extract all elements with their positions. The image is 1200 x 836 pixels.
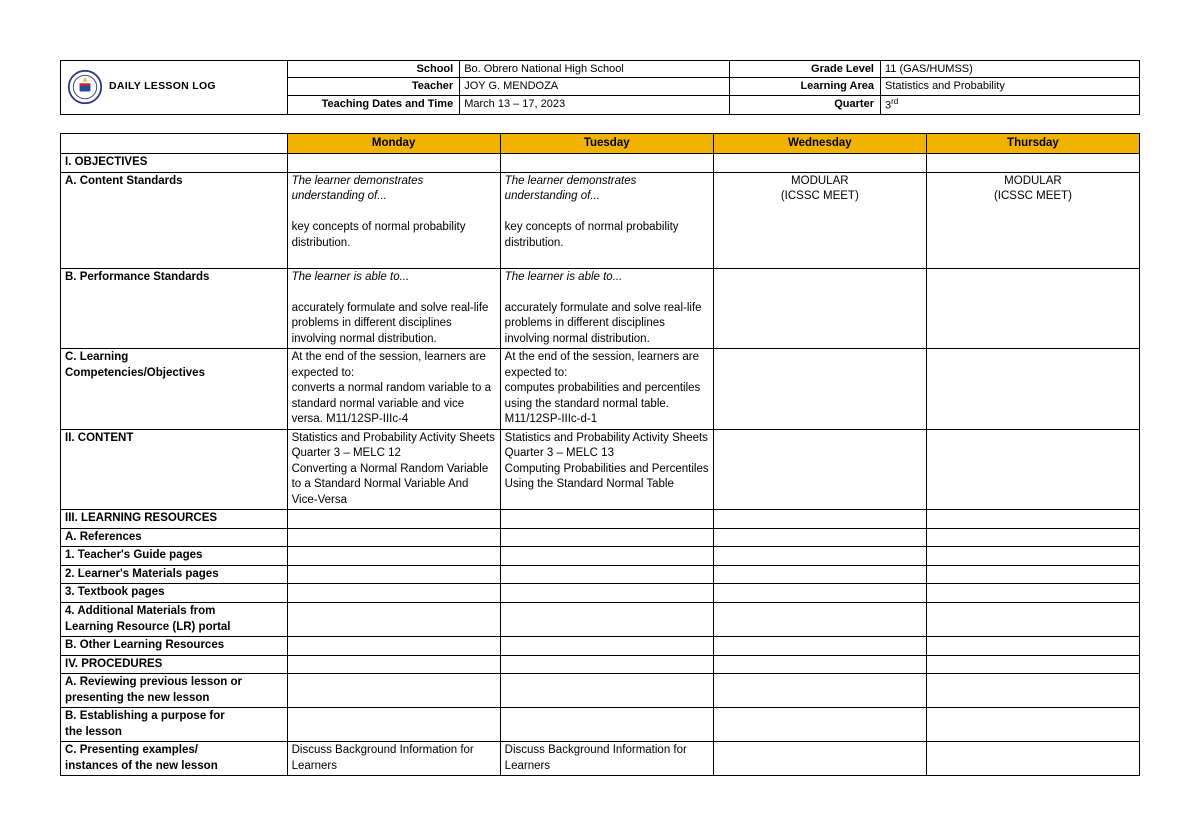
cell-learncomp-mon: At the end of the session, learners are …: [287, 349, 500, 430]
label-textbook: 3. Textbook pages: [61, 584, 288, 603]
cell-present-mon: Discuss Background Information for Learn…: [287, 742, 500, 776]
perfstd-tue-intro: The learner is able to...: [505, 270, 709, 286]
label-teachers-guide: 1. Teacher's Guide pages: [61, 547, 288, 566]
label-review: A. Reviewing previous lesson or presenti…: [61, 674, 288, 708]
label-learning-resources: III. LEARNING RESOURCES: [61, 510, 288, 529]
label-procedures: IV. PROCEDURES: [61, 655, 288, 674]
cell-content-mon: Statistics and Probability Activity Shee…: [287, 429, 500, 510]
cell-learncomp-tue: At the end of the session, learners are …: [500, 349, 713, 430]
row-references: A. References: [61, 528, 1140, 547]
day-header-row: Monday Tuesday Wednesday Thursday: [61, 133, 1140, 154]
day-thursday: Thursday: [926, 133, 1139, 154]
row-purpose: B. Establishing a purpose for the lesson: [61, 708, 1140, 742]
label-objectives: I. OBJECTIVES: [61, 154, 288, 173]
label-learning-competencies: C. Learning Competencies/Objectives: [61, 349, 288, 430]
deped-seal-icon: [67, 69, 103, 105]
cell-present-tue: Discuss Background Information for Learn…: [500, 742, 713, 776]
label-school: School: [287, 61, 460, 78]
value-area: Statistics and Probability: [881, 78, 1140, 95]
value-teacher: JOY G. MENDOZA: [460, 78, 730, 95]
cell-content-tue: Statistics and Probability Activity Shee…: [500, 429, 713, 510]
header-info-table: DAILY LESSON LOG School Bo. Obrero Natio…: [60, 60, 1140, 115]
row-textbook: 3. Textbook pages: [61, 584, 1140, 603]
row-content: II. CONTENT Statistics and Probability A…: [61, 429, 1140, 510]
row-learning-resources: III. LEARNING RESOURCES: [61, 510, 1140, 529]
cell-perfstd-tue: The learner is able to... accurately for…: [500, 268, 713, 349]
row-presenting: C. Presenting examples/ instances of the…: [61, 742, 1140, 776]
value-quarter: 3rd: [881, 95, 1140, 114]
label-learners-materials: 2. Learner's Materials pages: [61, 565, 288, 584]
value-dates: March 13 – 17, 2023: [460, 95, 730, 114]
cell-contentstd-thu: MODULAR (ICSSC MEET): [926, 172, 1139, 268]
perfstd-mon-body: accurately formulate and solve real-life…: [292, 301, 496, 348]
row-learners-materials: 2. Learner's Materials pages: [61, 565, 1140, 584]
row-objectives: I. OBJECTIVES: [61, 154, 1140, 173]
value-school: Bo. Obrero National High School: [460, 61, 730, 78]
label-content-standards: A. Content Standards: [61, 172, 288, 268]
contentstd-mon-body: key concepts of normal probability distr…: [292, 220, 496, 251]
day-monday: Monday: [287, 133, 500, 154]
label-teacher: Teacher: [287, 78, 460, 95]
label-purpose: B. Establishing a purpose for the lesson: [61, 708, 288, 742]
row-learning-competencies: C. Learning Competencies/Objectives At t…: [61, 349, 1140, 430]
day-tuesday: Tuesday: [500, 133, 713, 154]
label-grade: Grade Level: [729, 61, 880, 78]
cell-contentstd-tue: The learner demonstrates understanding o…: [500, 172, 713, 268]
row-review: A. Reviewing previous lesson or presenti…: [61, 674, 1140, 708]
log-title: DAILY LESSON LOG: [109, 80, 216, 94]
perfstd-tue-body: accurately formulate and solve real-life…: [505, 301, 709, 348]
contentstd-tue-intro: The learner demonstrates understanding o…: [505, 174, 709, 205]
day-wednesday: Wednesday: [713, 133, 926, 154]
label-other-resources: B. Other Learning Resources: [61, 637, 288, 656]
row-procedures: IV. PROCEDURES: [61, 655, 1140, 674]
log-title-cell: DAILY LESSON LOG: [61, 61, 288, 115]
label-performance-standards: B. Performance Standards: [61, 268, 288, 349]
row-additional-materials: 4. Additional Materials from Learning Re…: [61, 602, 1140, 636]
row-teachers-guide: 1. Teacher's Guide pages: [61, 547, 1140, 566]
label-content: II. CONTENT: [61, 429, 288, 510]
label-dates: Teaching Dates and Time: [287, 95, 460, 114]
value-grade: 11 (GAS/HUMSS): [881, 61, 1140, 78]
row-content-standards: A. Content Standards The learner demonst…: [61, 172, 1140, 268]
label-quarter: Quarter: [729, 95, 880, 114]
row-other-resources: B. Other Learning Resources: [61, 637, 1140, 656]
contentstd-mon-intro: The learner demonstrates understanding o…: [292, 174, 496, 205]
label-presenting: C. Presenting examples/ instances of the…: [61, 742, 288, 776]
label-references: A. References: [61, 528, 288, 547]
row-performance-standards: B. Performance Standards The learner is …: [61, 268, 1140, 349]
label-additional-materials: 4. Additional Materials from Learning Re…: [61, 602, 288, 636]
corner-cell: [61, 133, 288, 154]
label-area: Learning Area: [729, 78, 880, 95]
cell-perfstd-mon: The learner is able to... accurately for…: [287, 268, 500, 349]
dll-main-table: Monday Tuesday Wednesday Thursday I. OBJ…: [60, 133, 1140, 777]
cell-contentstd-wed: MODULAR (ICSSC MEET): [713, 172, 926, 268]
perfstd-mon-intro: The learner is able to...: [292, 270, 496, 286]
quarter-suffix: rd: [891, 97, 898, 106]
cell-contentstd-mon: The learner demonstrates understanding o…: [287, 172, 500, 268]
contentstd-tue-body: key concepts of normal probability distr…: [505, 220, 709, 251]
